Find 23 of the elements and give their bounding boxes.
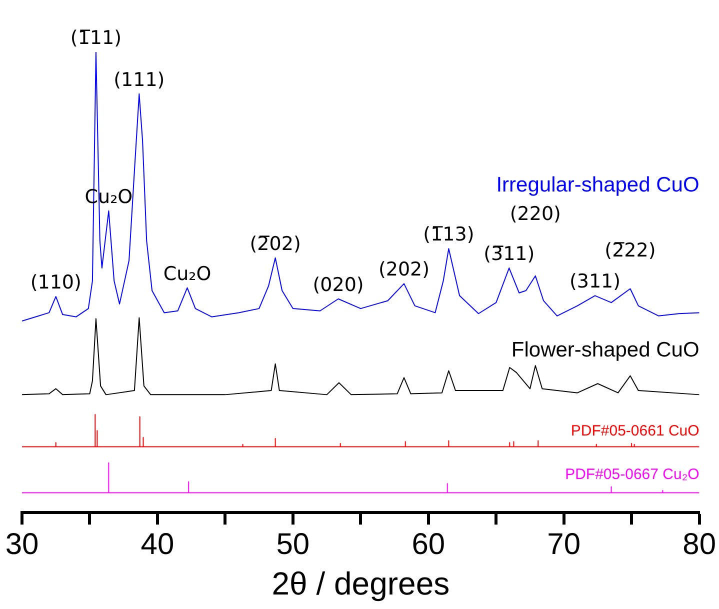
annotation: (202) [378, 258, 430, 281]
x-tick-label: 50 [276, 528, 310, 561]
annotation: (3̅11) [484, 243, 535, 266]
series-label: PDF#05-0661 CuO [570, 422, 700, 440]
annotation: (220) [510, 202, 561, 225]
annotation: (110) [30, 272, 82, 294]
annotation: (111) [114, 68, 165, 91]
annotation: (1̅11) [70, 27, 122, 49]
x-axis-title: 2θ / degrees [272, 566, 450, 602]
text: Irregular-shaped CuO [496, 174, 700, 197]
x-tick-label: 60 [412, 528, 446, 561]
x-tick-label: 70 [547, 528, 581, 561]
annotation: (1̅13) [423, 224, 474, 246]
x-tick-label: 40 [140, 528, 174, 561]
x-tick-label: 80 [682, 528, 716, 561]
annotation: Cu₂O [163, 262, 212, 285]
annotation: (2̅22) [604, 240, 656, 262]
annotation: (311) [569, 270, 621, 293]
series-label: PDF#05-0667 Cu₂O [565, 466, 700, 483]
series-label: Flower-shaped CuO [511, 338, 700, 362]
x-tick-label: 30 [5, 528, 39, 561]
annotation: (020) [312, 274, 364, 296]
annotation: (2̅02) [250, 232, 301, 255]
